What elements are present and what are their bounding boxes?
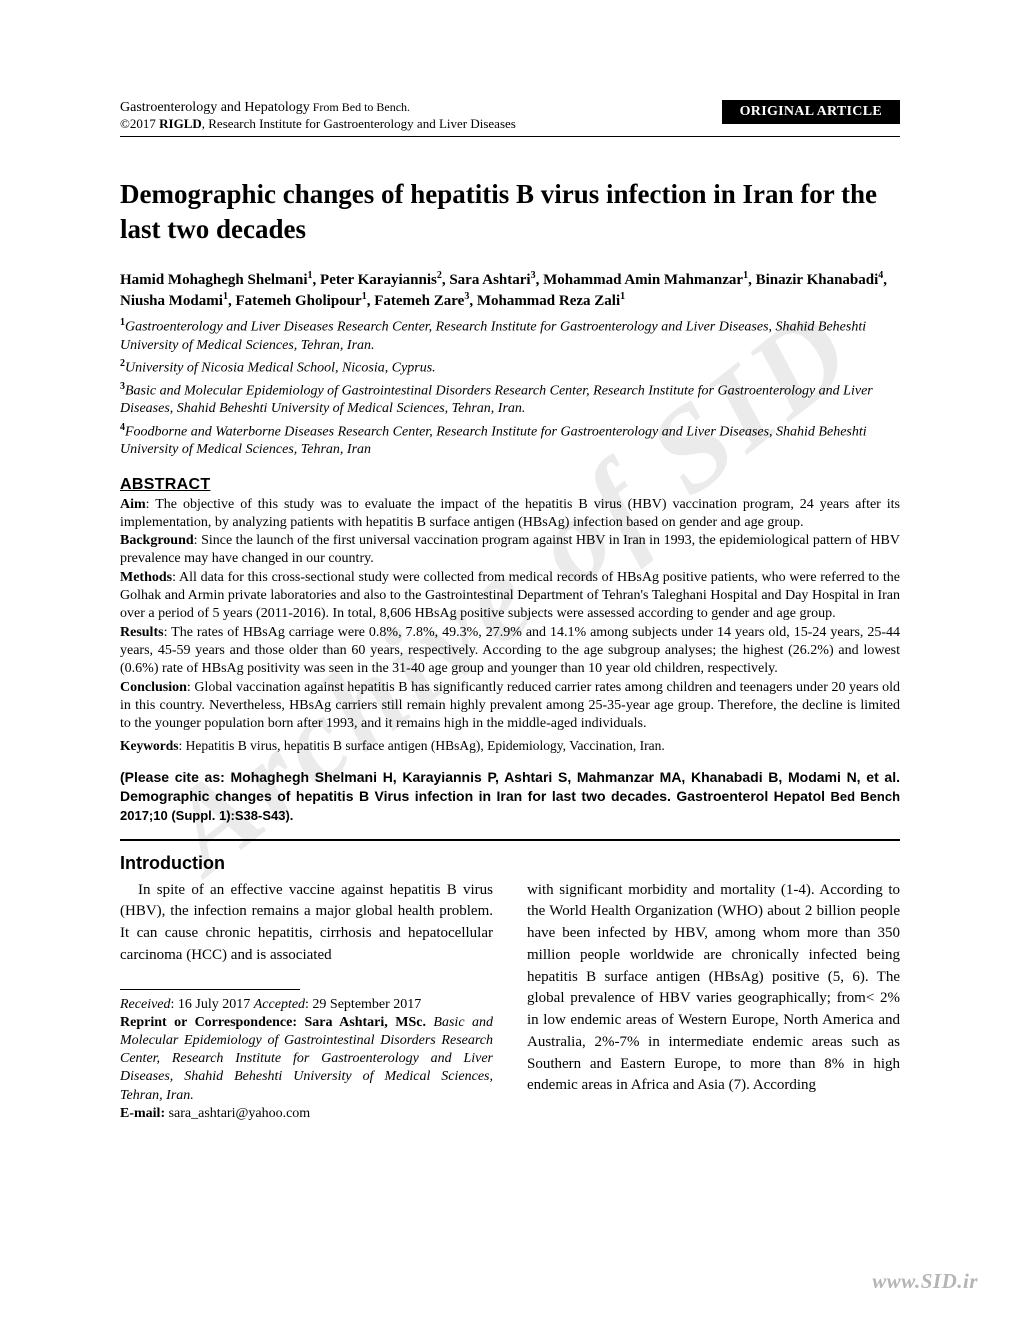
journal-info: Gastroenterology and Hepatology From Bed… — [120, 100, 516, 132]
affiliation-2: 2University of Nicosia Medical School, N… — [120, 357, 900, 378]
article-type-badge: ORIGINAL ARTICLE — [722, 100, 900, 124]
affiliation-4: 4Foodborne and Waterborne Diseases Resea… — [120, 421, 900, 460]
received-label: Received — [120, 997, 171, 1012]
correspondence-block: Reprint or Correspondence: Sara Ashtari,… — [120, 1014, 493, 1105]
conclusion-text: : Global vaccination against hepatitis B… — [120, 680, 900, 731]
abstract-results: Results: The rates of HBsAg carriage wer… — [120, 624, 900, 678]
article-title: Demographic changes of hepatitis B virus… — [120, 177, 900, 247]
introduction-heading: Introduction — [120, 853, 900, 874]
header-rule — [120, 136, 900, 137]
abstract-background: Background: Since the launch of the firs… — [120, 532, 900, 568]
column-left: In spite of an effective vaccine against… — [120, 880, 493, 1123]
abstract-methods: Methods: All data for this cross-section… — [120, 569, 900, 623]
journal-line-1: Gastroenterology and Hepatology From Bed… — [120, 100, 516, 116]
footnote-block: Received: 16 July 2017 Accepted: 29 Sept… — [120, 996, 493, 1123]
abstract-aim: Aim: The objective of this study was to … — [120, 496, 900, 532]
abstract-heading: ABSTRACT — [120, 476, 900, 494]
received-date: : 16 July 2017 — [171, 997, 254, 1012]
keywords-label: Keywords — [120, 738, 179, 753]
methods-text: : All data for this cross-sectional stud… — [120, 570, 900, 621]
intro-paragraph-left: In spite of an effective vaccine against… — [120, 880, 493, 967]
column-right: with significant morbidity and mortality… — [527, 880, 900, 1123]
copyright-symbol: ©2017 — [120, 116, 159, 131]
intro-paragraph-right: with significant morbidity and mortality… — [527, 880, 900, 1098]
citation-block: (Please cite as: Mohaghegh Shelmani H, K… — [120, 768, 900, 825]
aim-label: Aim — [120, 497, 146, 512]
cite-prefix: (Please cite as: — [120, 769, 231, 785]
dates-line: Received: 16 July 2017 Accepted: 29 Sept… — [120, 996, 493, 1014]
keywords-text: : Hepatitis B virus, hepatitis B surface… — [179, 738, 665, 753]
two-column-body: In spite of an effective vaccine against… — [120, 880, 900, 1123]
aim-text: : The objective of this study was to eva… — [120, 497, 900, 530]
cite-body: Mohaghegh Shelmani H, Karayiannis P, Ash… — [120, 769, 900, 804]
results-label: Results — [120, 625, 164, 640]
page-container: Archive of SID Gastroenterology and Hepa… — [0, 0, 1020, 1320]
conclusion-label: Conclusion — [120, 680, 187, 695]
accepted-date: : 29 September 2017 — [305, 997, 421, 1012]
methods-label: Methods — [120, 570, 172, 585]
journal-line-2: ©2017 RIGLD, Research Institute for Gast… — [120, 116, 516, 132]
site-url: www.SID.ir — [872, 1269, 978, 1294]
rigld-label: RIGLD — [159, 116, 202, 131]
email-label: E-mail: — [120, 1106, 165, 1121]
affiliation-1: 1Gastroenterology and Liver Diseases Res… — [120, 316, 900, 355]
reprint-label: Reprint or Correspondence — [120, 1015, 292, 1030]
institute-name: , Research Institute for Gastroenterolog… — [202, 116, 516, 131]
footnote-separator — [120, 989, 300, 990]
email-line: E-mail: sara_ashtari@yahoo.com — [120, 1105, 493, 1123]
section-rule — [120, 839, 900, 841]
results-text: : The rates of HBsAg carriage were 0.8%,… — [120, 625, 900, 676]
header-row: Gastroenterology and Hepatology From Bed… — [120, 100, 900, 132]
keywords-line: Keywords: Hepatitis B virus, hepatitis B… — [120, 738, 900, 754]
abstract-conclusion: Conclusion: Global vaccination against h… — [120, 679, 900, 733]
journal-subtitle: From Bed to Bench. — [310, 100, 410, 114]
authors-list: Hamid Mohaghegh Shelmani1, Peter Karayia… — [120, 269, 900, 312]
accepted-label: Accepted — [254, 997, 305, 1012]
journal-name: Gastroenterology and Hepatology — [120, 100, 310, 115]
background-label: Background — [120, 533, 194, 548]
email-address: sara_ashtari@yahoo.com — [165, 1106, 310, 1121]
background-text: : Since the launch of the first universa… — [120, 533, 900, 566]
affiliation-3: 3Basic and Molecular Epidemiology of Gas… — [120, 380, 900, 419]
reprint-name: : Sara Ashtari, MSc. — [292, 1015, 426, 1030]
